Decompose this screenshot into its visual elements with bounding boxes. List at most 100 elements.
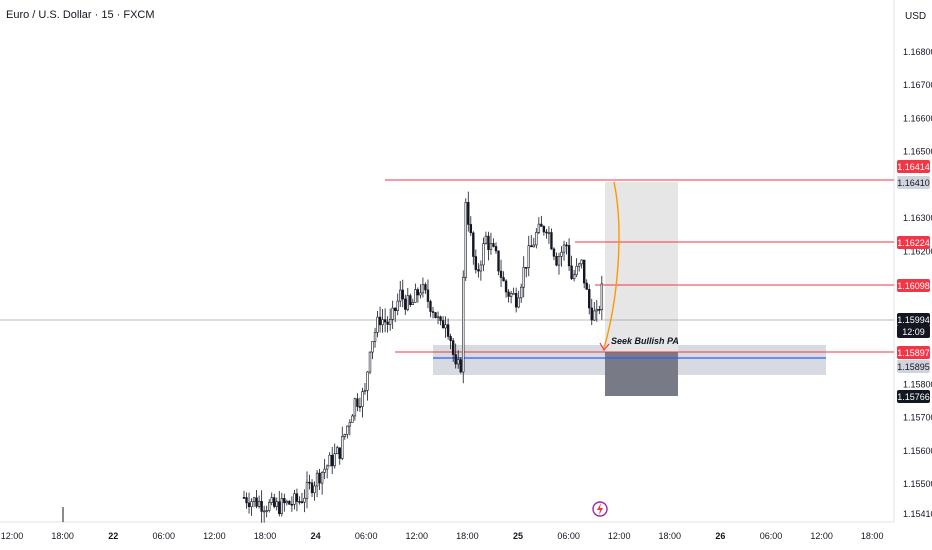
- candle: [421, 277, 425, 298]
- price-tag: 1.16224: [897, 236, 930, 249]
- candle: [257, 495, 261, 509]
- candle: [565, 242, 568, 255]
- candle: [343, 433, 346, 440]
- candle: [290, 496, 294, 512]
- candle: [492, 238, 495, 248]
- candle: [582, 259, 586, 289]
- candle: [330, 447, 334, 475]
- price-tick-label: 1.16200: [903, 246, 932, 256]
- candle: [456, 350, 460, 369]
- svg-text:1.15994: 1.15994: [897, 315, 930, 325]
- svg-text:1.16410: 1.16410: [897, 178, 930, 188]
- candle: [356, 393, 359, 412]
- time-tick-label: 25: [513, 531, 523, 541]
- candle: [245, 492, 248, 509]
- candle: [361, 387, 364, 418]
- candle: [293, 489, 296, 510]
- price-tag: 1.16410: [897, 176, 930, 189]
- candle: [439, 315, 442, 326]
- candle: [497, 250, 500, 276]
- candles-group: [62, 191, 604, 523]
- candle: [426, 279, 430, 309]
- candle: [298, 496, 301, 505]
- candle: [386, 316, 389, 333]
- candle: [507, 289, 510, 303]
- candle: [512, 287, 515, 295]
- candle: [280, 492, 283, 517]
- time-tick-label: 06:00: [557, 531, 580, 541]
- time-tick-label: 22: [108, 531, 118, 541]
- price-tick-label: 1.15600: [903, 446, 932, 456]
- price-tick-label: 1.16300: [903, 213, 932, 223]
- svg-text:1.16414: 1.16414: [897, 162, 930, 172]
- lightning-icon[interactable]: [592, 501, 608, 517]
- candle: [351, 414, 354, 423]
- candle: [474, 249, 478, 274]
- candle: [333, 443, 336, 469]
- svg-text:1.16224: 1.16224: [897, 238, 930, 248]
- candle: [489, 232, 493, 255]
- candle: [242, 490, 246, 499]
- candle: [542, 225, 546, 236]
- time-tick-label: 18:00: [659, 531, 682, 541]
- candle: [436, 311, 440, 325]
- candle: [419, 284, 422, 299]
- candle: [300, 492, 304, 504]
- price-tick-label: 1.16600: [903, 113, 932, 123]
- candle: [600, 275, 604, 320]
- candle: [595, 300, 599, 322]
- candle: [323, 458, 326, 480]
- candle: [348, 419, 352, 436]
- candle: [547, 226, 551, 244]
- candle: [459, 357, 462, 374]
- candle: [368, 351, 372, 375]
- candle: [265, 505, 268, 518]
- candle: [522, 256, 525, 298]
- candle: [252, 496, 256, 508]
- price-tick-label: 1.15410: [903, 509, 932, 519]
- candle: [424, 282, 427, 294]
- time-tick-label: 18:00: [51, 531, 74, 541]
- price-axis-labels: 1.16414 1.16410 1.16224 1.16098 1.15994 12:09…: [897, 160, 930, 403]
- long-stop-box[interactable]: [605, 352, 678, 396]
- candle: [414, 283, 417, 303]
- long-target-box[interactable]: [605, 182, 678, 352]
- candle: [255, 490, 258, 509]
- price-axis-ticks: 1.16800 1.16700 1.16600 1.16500 1.16300 1.162…: [903, 47, 932, 519]
- candle: [575, 258, 578, 278]
- price-tag: 12:09: [897, 325, 930, 338]
- candle: [598, 305, 601, 315]
- candle: [469, 216, 472, 237]
- candle: [336, 445, 339, 455]
- candle: [378, 306, 382, 333]
- candle: [376, 310, 379, 338]
- candle: [366, 371, 369, 401]
- candle: [363, 382, 367, 395]
- price-tag: 1.16098: [897, 279, 930, 292]
- svg-text:1.16098: 1.16098: [897, 281, 930, 291]
- currency-label[interactable]: USD: [905, 11, 927, 22]
- candle: [537, 217, 541, 235]
- candle: [320, 471, 324, 495]
- candle: [499, 259, 503, 287]
- candle: [545, 228, 548, 239]
- projection-arrow[interactable]: [603, 181, 620, 349]
- candle: [560, 246, 563, 267]
- candle: [462, 270, 465, 384]
- candle: [267, 499, 271, 513]
- candle: [404, 294, 407, 315]
- candle: [540, 215, 543, 227]
- time-tick-label: 12:00: [203, 531, 226, 541]
- time-tick-label: 18:00: [254, 531, 277, 541]
- candle: [477, 263, 480, 278]
- annotation-text[interactable]: Seek Bullish PA: [611, 336, 679, 346]
- candle: [487, 231, 490, 261]
- price-tag: 1.16414: [897, 160, 930, 173]
- candle: [273, 493, 276, 509]
- candle: [509, 290, 513, 304]
- candle: [552, 247, 556, 261]
- price-tick-label: 1.15800: [903, 379, 932, 389]
- candle: [275, 497, 278, 511]
- candle: [285, 499, 289, 506]
